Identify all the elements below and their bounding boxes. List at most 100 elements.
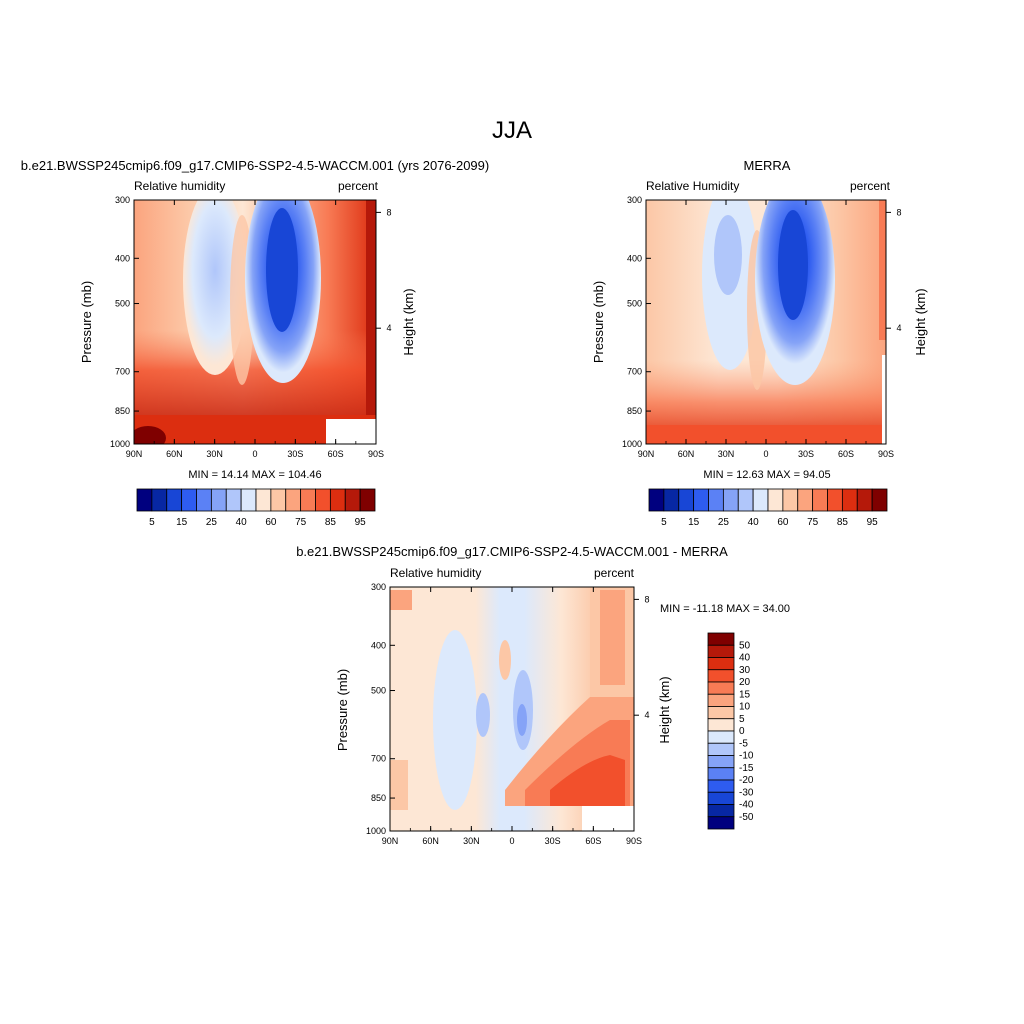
right-label: percent xyxy=(338,179,379,193)
panel-title: b.e21.BWSSP245cmip6.f09_g17.CMIP6-SSP2-4… xyxy=(21,158,489,173)
colorbar-box xyxy=(270,488,287,512)
y-tick-label: 500 xyxy=(115,299,130,309)
colorbar-label: 40 xyxy=(236,517,248,528)
height-axis-label: Height (km) xyxy=(913,288,928,355)
height-tick-label: 4 xyxy=(896,323,901,333)
colorbar-label: 20 xyxy=(739,677,751,688)
colorbar-box xyxy=(827,488,843,512)
colorbar-box xyxy=(359,488,376,512)
colorbar-box xyxy=(871,488,888,512)
y-tick-label: 850 xyxy=(627,406,642,416)
colorbar-label: 75 xyxy=(807,517,819,528)
x-tick-label: 0 xyxy=(252,449,257,459)
y-tick-label: 300 xyxy=(371,582,386,592)
y-tick-label: 500 xyxy=(371,686,386,696)
x-tick-label: 60N xyxy=(166,449,183,459)
height-axis-label: Height (km) xyxy=(401,288,416,355)
colorbar-label: 85 xyxy=(837,517,849,528)
y-axis-label: Pressure (mb) xyxy=(79,281,94,363)
height-tick-label: 8 xyxy=(386,207,391,217)
min-max-stats: MIN = 14.14 MAX = 104.46 xyxy=(188,469,321,481)
x-tick-label: 0 xyxy=(509,836,514,846)
y-tick-label: 1000 xyxy=(366,826,386,836)
colorbar-box xyxy=(707,644,735,658)
contour-field xyxy=(134,200,376,444)
colorbar-box xyxy=(707,706,735,720)
x-tick-label: 60S xyxy=(585,836,601,846)
colorbar-label: 0 xyxy=(739,726,745,737)
colorbar-box xyxy=(707,804,735,818)
x-tick-label: 60N xyxy=(678,449,695,459)
colorbar-box xyxy=(707,816,735,830)
colorbar-label: -40 xyxy=(739,800,754,811)
x-tick-label: 30S xyxy=(545,836,561,846)
colorbar-label: 10 xyxy=(739,702,751,713)
panel-title: MERRA xyxy=(744,158,791,173)
colorbar-label: 40 xyxy=(748,517,760,528)
y-tick-label: 1000 xyxy=(110,439,130,449)
right-label: percent xyxy=(594,566,635,580)
y-tick-label: 850 xyxy=(115,406,130,416)
colorbar-label: 60 xyxy=(777,517,789,528)
colorbar-box xyxy=(707,669,735,683)
colorbar-box xyxy=(707,742,735,756)
colorbar-box xyxy=(707,718,735,732)
colorbar-box xyxy=(752,488,769,512)
y-tick-label: 700 xyxy=(371,754,386,764)
colorbar-box xyxy=(707,681,735,695)
panel-difference: b.e21.BWSSP245cmip6.f09_g17.CMIP6-SSP2-4… xyxy=(296,544,790,846)
colorbar-label: 95 xyxy=(867,517,879,528)
colorbar-label: 15 xyxy=(176,517,188,528)
height-tick-label: 4 xyxy=(386,323,391,333)
y-tick-label: 400 xyxy=(627,253,642,263)
x-tick-label: 90N xyxy=(382,836,399,846)
colorbar-box xyxy=(767,488,784,512)
colorbar-label: 15 xyxy=(688,517,700,528)
colorbar-label: 30 xyxy=(739,665,751,676)
height-axis-label: Height (km) xyxy=(657,676,672,743)
x-tick-label: 30N xyxy=(718,449,735,459)
colorbar-label: 25 xyxy=(718,517,730,528)
colorbar-box xyxy=(210,488,227,512)
colorbar-label: 50 xyxy=(739,640,751,651)
contour-field xyxy=(390,587,634,831)
colorbar-box xyxy=(663,488,680,512)
y-tick-label: 300 xyxy=(115,195,130,205)
colorbar-box xyxy=(181,488,197,512)
page-title: JJA xyxy=(492,117,532,144)
y-tick-label: 1000 xyxy=(622,439,642,449)
colorbar-label: 5 xyxy=(149,517,155,528)
min-max-stats: MIN = -11.18 MAX = 34.00 xyxy=(660,603,790,615)
colorbar-box xyxy=(151,488,168,512)
colorbar-label: -5 xyxy=(739,738,748,749)
colorbar-label: -30 xyxy=(739,787,754,798)
colorbar-box xyxy=(812,488,828,512)
y-tick-label: 850 xyxy=(371,793,386,803)
colorbar-label: 75 xyxy=(295,517,307,528)
colorbar-label: 60 xyxy=(265,517,277,528)
colorbar-box xyxy=(707,730,735,744)
y-axis-label: Pressure (mb) xyxy=(591,281,606,363)
x-tick-label: 0 xyxy=(763,449,768,459)
y-tick-label: 700 xyxy=(115,367,130,377)
colorbar: 5 15 25 40 60 75 85 95 xyxy=(136,488,376,528)
colorbar-box xyxy=(136,488,153,512)
colorbar-box xyxy=(707,791,735,805)
min-max-stats: MIN = 12.63 MAX = 94.05 xyxy=(703,469,830,481)
colorbar-box xyxy=(707,779,735,793)
left-label: Relative Humidity xyxy=(646,179,739,193)
colorbar-box xyxy=(708,488,724,512)
colorbar: 5 15 25 40 60 75 85 95 xyxy=(648,488,888,528)
colorbar-label: 95 xyxy=(355,517,367,528)
panel-model: b.e21.BWSSP245cmip6.f09_g17.CMIP6-SSP2-4… xyxy=(21,158,489,528)
colorbar-label: 85 xyxy=(325,517,337,528)
colorbar-box xyxy=(722,488,739,512)
colorbar-box xyxy=(693,488,709,512)
colorbar-box xyxy=(329,488,346,512)
colorbar-box xyxy=(225,488,242,512)
height-tick-label: 4 xyxy=(644,710,649,720)
colorbar-label: 5 xyxy=(739,714,745,725)
